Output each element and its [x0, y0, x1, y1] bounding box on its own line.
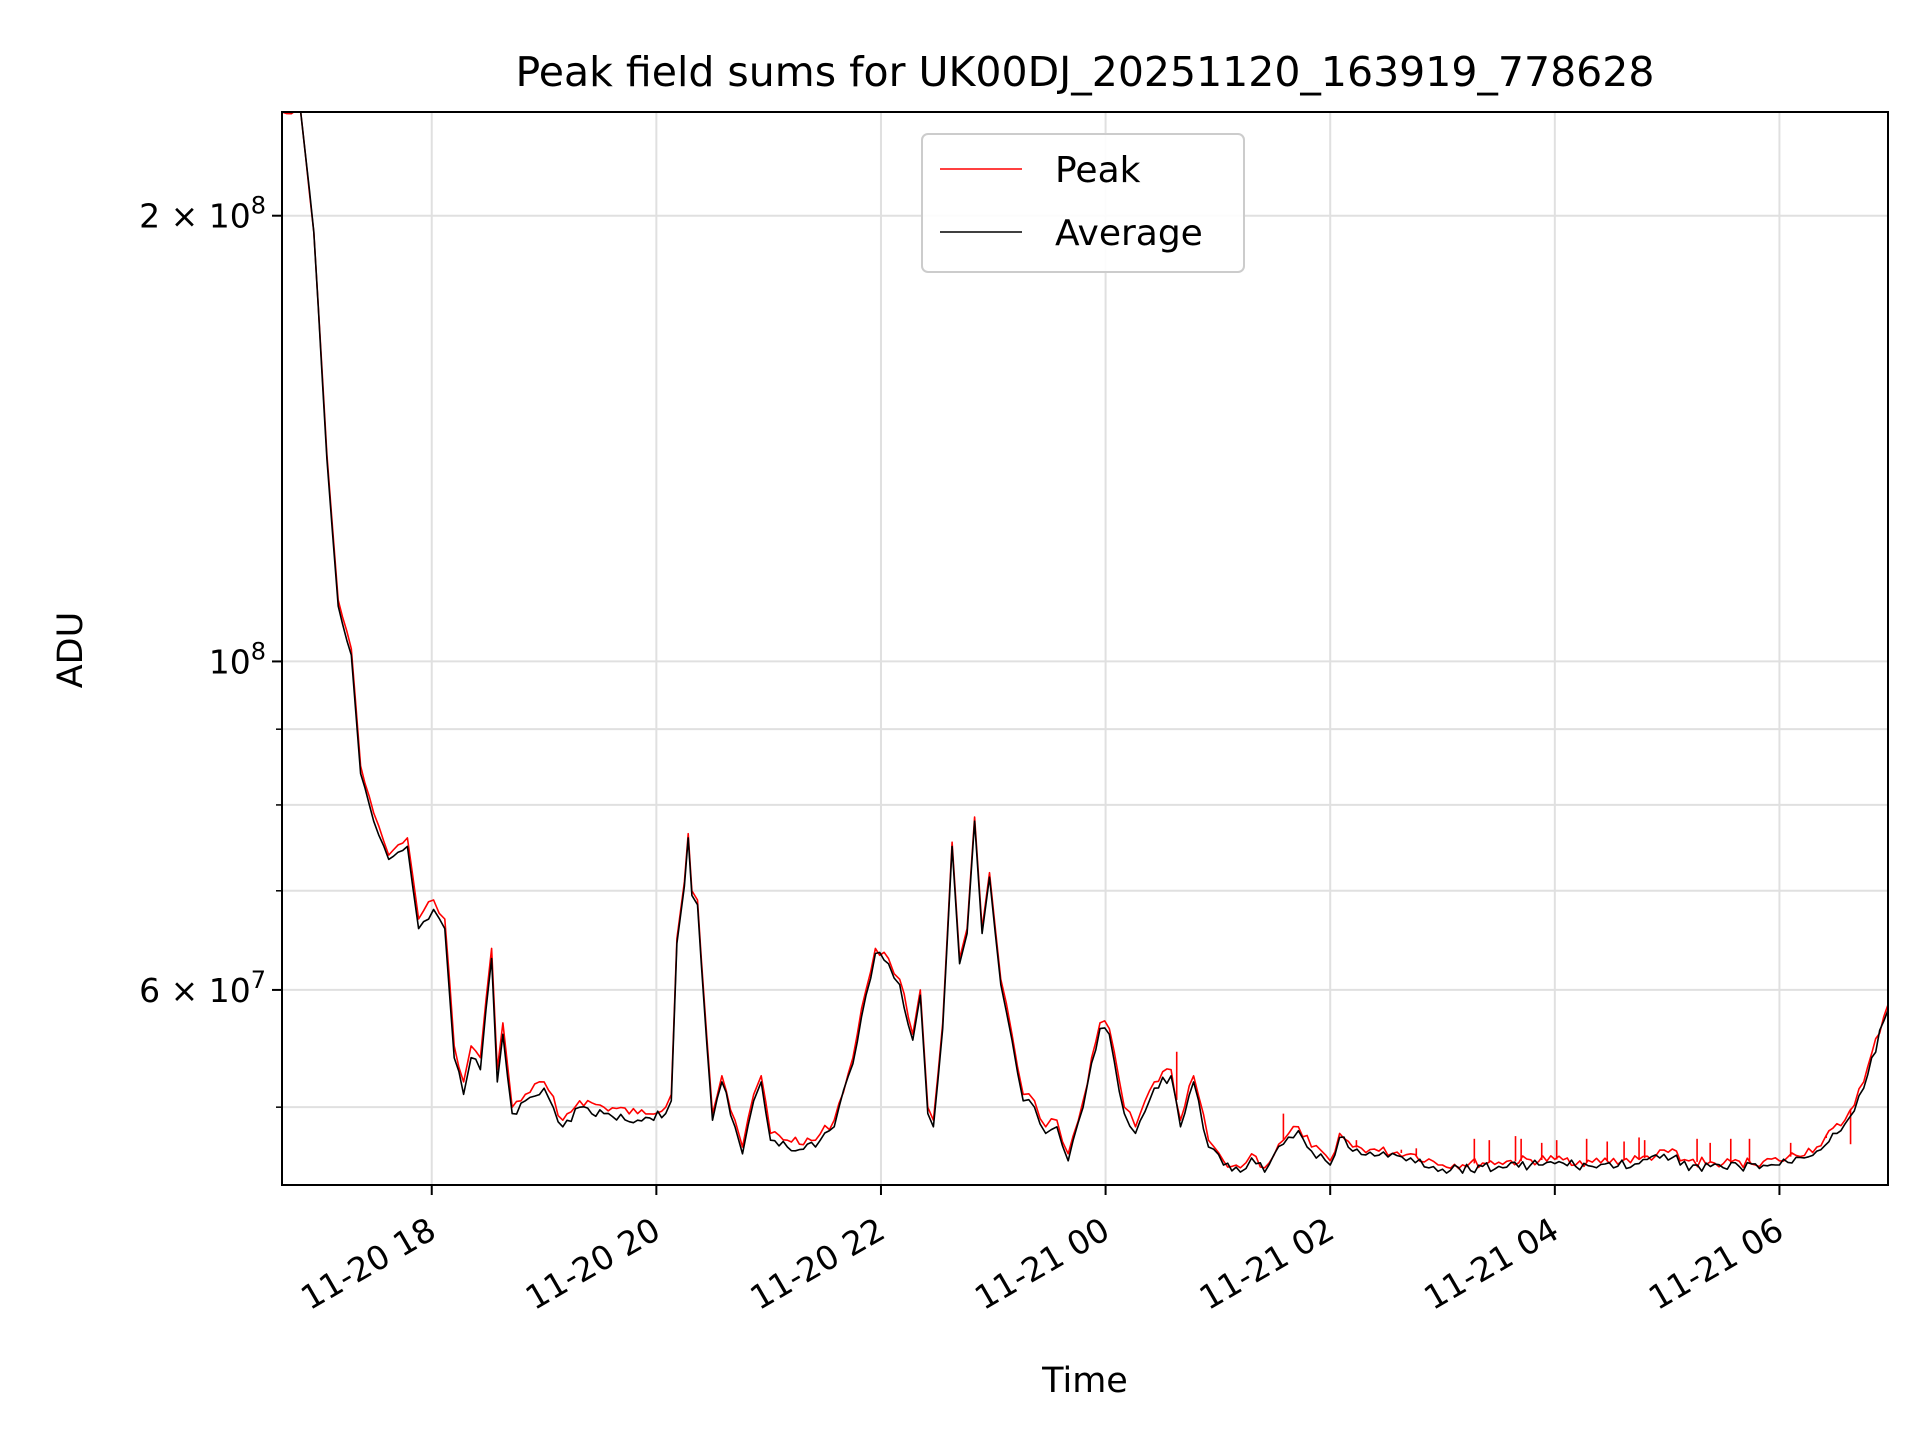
plot-frame — [281, 111, 1889, 1186]
y-tick-label: 2 × 108 — [139, 192, 266, 236]
y-tick-label: 108 — [209, 637, 266, 681]
y-axis-ticks: 2 × 108 108 6 × 107 — [139, 192, 282, 1108]
grid-layer — [282, 112, 1888, 1185]
peak-series-line — [282, 112, 1888, 1170]
legend-average-label: Average — [1055, 213, 1203, 254]
y-axis-label: ADU — [51, 612, 91, 689]
series-layer — [282, 112, 1888, 1174]
average-series-line — [282, 112, 1888, 1174]
legend-peak-label: Peak — [1055, 150, 1141, 191]
y-tick-label: 6 × 107 — [139, 966, 266, 1010]
legend: Peak Average — [921, 133, 1245, 273]
chart-title: Peak field sums for UK00DJ_20251120_1639… — [516, 48, 1655, 96]
x-axis-label: Time — [1041, 1361, 1128, 1401]
